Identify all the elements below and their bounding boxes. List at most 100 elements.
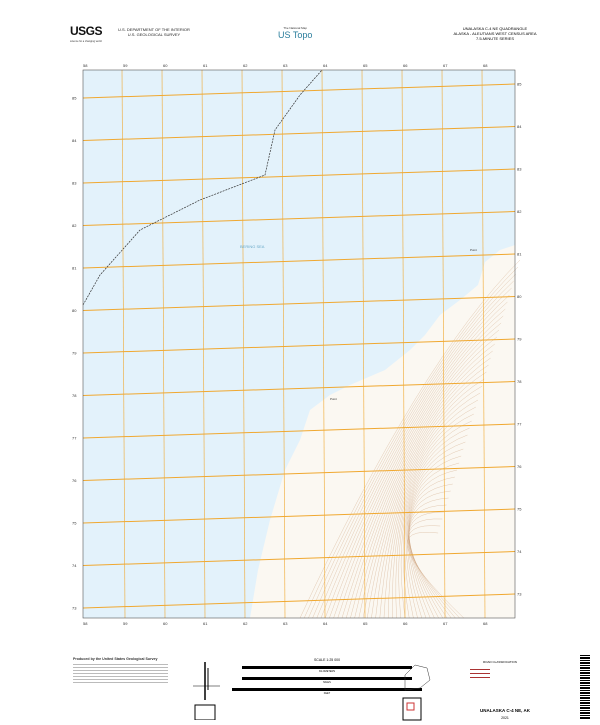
easting-label-top: 66 <box>403 63 408 68</box>
northing-label-right: 81 <box>517 252 522 257</box>
contour-line <box>358 357 491 619</box>
northing-gridline <box>82 168 516 184</box>
scale-unit: MILES <box>323 681 331 684</box>
northing-label-right: 80 <box>517 294 522 299</box>
credits-text <box>73 661 168 684</box>
northing-label-right: 83 <box>517 167 522 172</box>
land-area <box>250 245 515 618</box>
contour-lines <box>299 259 521 619</box>
map-year: 2021 <box>501 716 509 720</box>
contour-line <box>341 329 500 619</box>
contour-line <box>379 392 481 619</box>
us-topo-logo: The National Map US Topo <box>278 26 312 40</box>
easting-label-top: 68 <box>483 63 488 68</box>
easting-label-top: 62 <box>243 63 248 68</box>
contour-line <box>407 532 464 619</box>
northing-label-left: 83 <box>72 181 77 186</box>
easting-gridline <box>161 69 166 619</box>
scale-unit: FEET <box>323 692 331 695</box>
northing-label-left: 78 <box>72 393 77 398</box>
credits-block: Produced by the United States Geological… <box>73 657 168 684</box>
contour-line <box>371 378 485 619</box>
water-label: BERING SEA <box>240 244 265 249</box>
agency-block: U.S. DEPARTMENT OF THE INTERIOR U.S. GEO… <box>118 27 190 37</box>
contour-line <box>406 462 460 619</box>
legend-title: ROAD CLASSIFICATION <box>483 660 517 664</box>
contour-line <box>408 483 453 619</box>
region: ALASKA - ALEUTIANS WEST CENSUS AREA <box>453 31 537 36</box>
northing-gridline <box>82 211 516 226</box>
easting-label-bottom: 68 <box>483 621 488 626</box>
scale-bar: SCALE 1:25 000 KILOMETERS MILES FEET <box>232 658 422 695</box>
usgs-tagline: science for a changing world <box>70 40 102 43</box>
easting-label-top: 65 <box>363 63 368 68</box>
easting-label-bottom: 62 <box>243 621 248 626</box>
contour-line <box>312 280 514 619</box>
northing-label-left: 75 <box>72 521 77 526</box>
contour-line <box>362 364 489 619</box>
easting-label-bottom: 59 <box>123 621 128 626</box>
northing-label-right: 73 <box>517 592 522 597</box>
northing-label-left: 82 <box>72 223 77 228</box>
easting-label-bottom: 60 <box>163 621 168 626</box>
north-arrow-diagram <box>193 662 220 720</box>
northing-label-left: 73 <box>72 606 77 611</box>
northing-gridline <box>82 508 516 524</box>
product-tag: The National Map <box>283 26 308 30</box>
easting-gridline <box>281 69 286 619</box>
contour-line <box>299 259 521 619</box>
department: U.S. DEPARTMENT OF THE INTERIOR <box>118 27 190 32</box>
easting-label-top: 64 <box>323 63 328 68</box>
easting-label-bottom: 64 <box>323 621 328 626</box>
contour-line <box>316 287 512 619</box>
northing-label-right: 85 <box>517 82 522 87</box>
map-name: UNALASKA C-4 NE, AK <box>480 708 530 713</box>
northing-gridline <box>82 423 516 439</box>
boundary-line <box>82 69 323 306</box>
contour-line <box>320 294 510 619</box>
contour-line <box>308 273 516 619</box>
easting-gridline <box>401 69 406 619</box>
scale-title: SCALE 1:25 000 <box>313 658 341 662</box>
contour-line <box>400 434 468 619</box>
easting-label-top: 59 <box>123 63 128 68</box>
easting-label-bottom: 63 <box>283 621 288 626</box>
contour-line <box>405 455 462 619</box>
northing-gridline <box>82 381 516 396</box>
easting-label-bottom: 58 <box>83 621 88 626</box>
contour-line <box>333 315 504 619</box>
easting-gridline <box>441 69 446 619</box>
northing-label-left: 79 <box>72 351 77 356</box>
contour-line <box>404 448 464 619</box>
easting-gridline <box>241 69 246 619</box>
northing-label-right: 76 <box>517 464 522 469</box>
contour-line <box>337 322 502 619</box>
contour-line <box>325 301 508 619</box>
northing-gridline <box>82 551 516 566</box>
easting-gridline <box>121 69 126 619</box>
northing-label-left: 80 <box>72 308 77 313</box>
contour-line <box>395 420 472 619</box>
usgs-logo: USGS <box>70 24 103 38</box>
northing-label-left: 74 <box>72 563 77 568</box>
northing-label-left: 84 <box>72 138 77 143</box>
northing-label-left: 77 <box>72 436 77 441</box>
contour-line <box>304 266 519 619</box>
place-label: Point <box>330 397 337 401</box>
contour-line <box>375 385 483 619</box>
quadrangle-name: UNALASKA C-4 NE QUADRANGLE <box>462 26 528 31</box>
easting-gridline <box>481 69 486 619</box>
scale-unit: KILOMETERS <box>318 670 336 673</box>
northing-label-right: 82 <box>517 209 522 214</box>
place-label: Point <box>470 248 477 252</box>
utm-grid <box>82 69 516 619</box>
easting-label-top: 61 <box>203 63 208 68</box>
easting-label-bottom: 67 <box>443 621 448 626</box>
northing-gridline <box>82 593 516 609</box>
easting-label-bottom: 65 <box>363 621 368 626</box>
easting-gridline <box>201 69 206 619</box>
northing-gridline <box>82 126 516 141</box>
easting-label-top: 60 <box>163 63 168 68</box>
northing-label-right: 84 <box>517 124 522 129</box>
